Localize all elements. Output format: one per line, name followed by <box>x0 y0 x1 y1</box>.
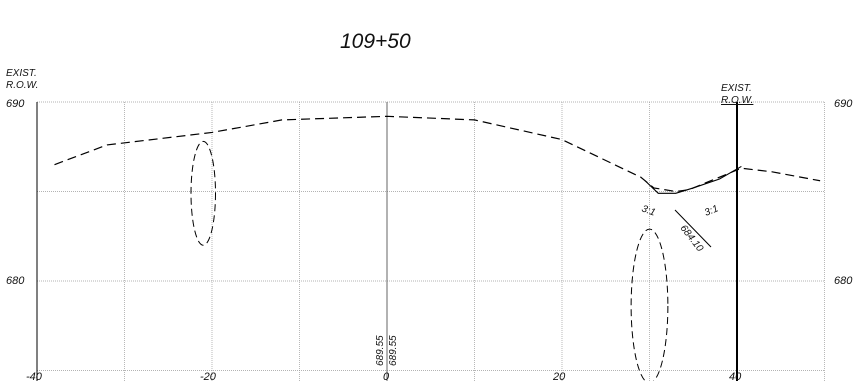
centerline-elevation-1: 689.55 <box>375 335 386 366</box>
centerline-elevation-2: 689.55 <box>388 335 399 366</box>
x-tick-minus-20: -20 <box>200 371 217 381</box>
existing-ground-line <box>54 115 821 193</box>
y-tick-right-680: 680 <box>834 275 853 287</box>
section-title: 109+50 <box>340 30 411 53</box>
ditch-leader <box>674 209 712 248</box>
slope-label-right: 3:1 <box>703 203 720 218</box>
series-group <box>54 115 821 194</box>
y-tick-right-690: 690 <box>834 98 853 110</box>
x-tick-0: 0 <box>383 371 390 381</box>
x-tick-40: 40 <box>729 371 742 381</box>
right-row-label-line1: EXIST. <box>721 83 752 94</box>
left-row-label-line2: R.O.W. <box>6 80 38 91</box>
grid <box>37 101 825 381</box>
x-tick-minus-40: -40 <box>26 371 43 381</box>
ellipse-group <box>190 140 669 381</box>
y-tick-left-690: 690 <box>6 98 25 110</box>
ditch-elevation: 684.10 <box>678 223 706 254</box>
right-row-label-line2: R.O.W. <box>721 95 753 106</box>
left-row-label-line1: EXIST. <box>6 68 37 79</box>
dashed-ellipse-1 <box>190 140 216 246</box>
dashed-ellipse-2 <box>630 228 669 381</box>
y-tick-left-680: 680 <box>6 275 25 287</box>
x-tick-20: 20 <box>552 371 566 381</box>
proposed-ditch-line <box>644 165 742 194</box>
slope-label-left: 3:1 <box>640 203 657 218</box>
